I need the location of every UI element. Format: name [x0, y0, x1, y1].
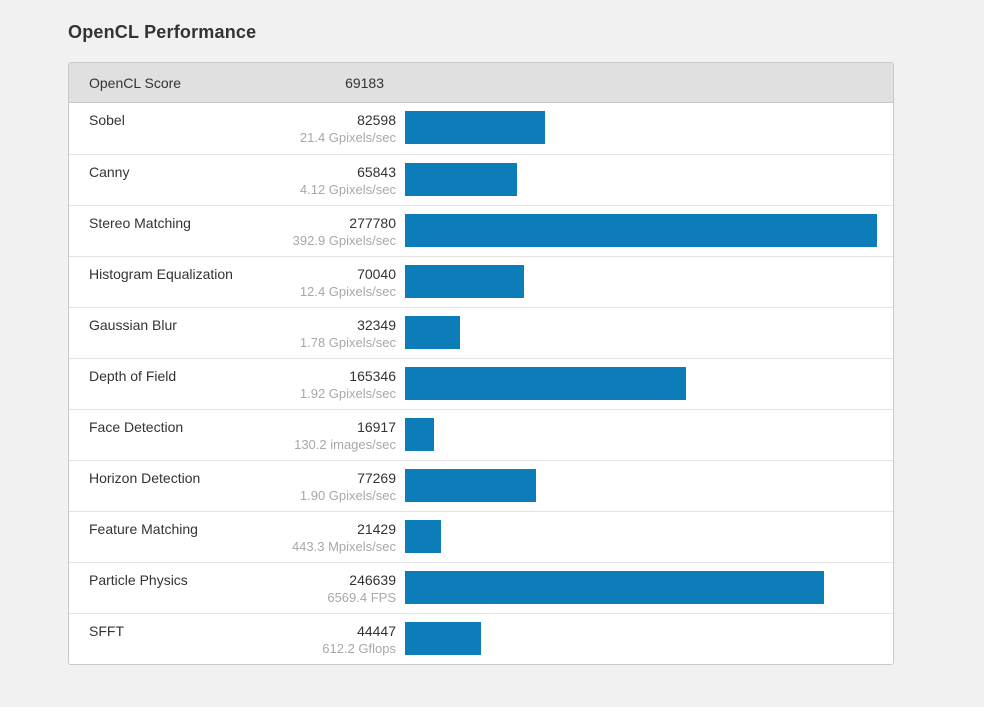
score-bar-track [405, 308, 877, 358]
score-bar [405, 316, 460, 349]
test-name: Gaussian Blur [89, 317, 177, 333]
test-name: Stereo Matching [89, 215, 191, 231]
test-name: Feature Matching [89, 521, 198, 537]
score-bar-track [405, 614, 877, 664]
test-score: 65843 [357, 164, 396, 180]
test-score-cell: 70040 12.4 Gpixels/sec [241, 257, 396, 307]
benchmark-row: Horizon Detection 77269 1.90 Gpixels/sec [69, 460, 893, 511]
test-rate: 6569.4 FPS [327, 590, 396, 605]
test-score-cell: 82598 21.4 Gpixels/sec [241, 103, 396, 154]
benchmark-row: Histogram Equalization 70040 12.4 Gpixel… [69, 256, 893, 307]
test-score: 44447 [357, 623, 396, 639]
test-rate: 1.90 Gpixels/sec [299, 488, 396, 503]
test-score: 21429 [357, 521, 396, 537]
test-score-cell: 21429 443.3 Mpixels/sec [241, 512, 396, 562]
test-name: Face Detection [89, 419, 184, 435]
test-name: Canny [89, 164, 130, 180]
test-rate: 612.2 Gflops [322, 641, 396, 656]
score-bar-track [405, 563, 877, 613]
benchmark-row: SFFT 44447 612.2 Gflops [69, 613, 893, 664]
score-bar-track [405, 410, 877, 460]
score-bar [405, 265, 524, 298]
benchmark-rows: Sobel 82598 21.4 Gpixels/sec Canny 65843… [69, 103, 893, 664]
benchmark-row: Canny 65843 4.12 Gpixels/sec [69, 154, 893, 205]
test-score-cell: 277780 392.9 Gpixels/sec [241, 206, 396, 256]
score-bar [405, 163, 517, 196]
test-score-cell: 32349 1.78 Gpixels/sec [241, 308, 396, 358]
score-bar-track [405, 461, 877, 511]
test-name: Histogram Equalization [89, 266, 233, 282]
score-bar [405, 111, 546, 144]
test-score-cell: 165346 1.92 Gpixels/sec [241, 359, 396, 409]
test-score-cell: 44447 612.2 Gflops [241, 614, 396, 664]
test-name: Depth of Field [89, 368, 177, 384]
benchmark-row: Gaussian Blur 32349 1.78 Gpixels/sec [69, 307, 893, 358]
score-bar-track [405, 155, 877, 205]
score-bar [405, 520, 442, 553]
test-rate: 1.78 Gpixels/sec [299, 335, 396, 350]
score-bar-track [405, 359, 877, 409]
test-rate: 12.4 Gpixels/sec [299, 284, 396, 299]
test-score-cell: 77269 1.90 Gpixels/sec [241, 461, 396, 511]
page-title: OpenCL Performance [68, 22, 257, 42]
test-name: Particle Physics [89, 572, 188, 588]
opencl-score-value: 69183 [345, 74, 384, 91]
benchmark-row: Depth of Field 165346 1.92 Gpixels/sec [69, 358, 893, 409]
benchmark-row: Particle Physics 246639 6569.4 FPS [69, 562, 893, 613]
test-score: 77269 [357, 470, 396, 486]
test-rate: 443.3 Mpixels/sec [291, 539, 396, 554]
test-score: 32349 [357, 317, 396, 333]
test-score: 165346 [349, 368, 396, 384]
benchmark-row: Face Detection 16917 130.2 images/sec [69, 409, 893, 460]
test-rate: 392.9 Gpixels/sec [292, 233, 396, 248]
test-name: Sobel [89, 112, 125, 128]
benchmark-row: Sobel 82598 21.4 Gpixels/sec [69, 103, 893, 154]
score-bar [405, 469, 537, 502]
test-name: Horizon Detection [89, 470, 201, 486]
test-rate: 21.4 Gpixels/sec [299, 130, 396, 145]
opencl-performance-page: OpenCL Performance OpenCL Score 69183 So… [68, 22, 894, 665]
opencl-score-label: OpenCL Score [89, 74, 182, 91]
score-bar-track [405, 512, 877, 562]
benchmark-row: Stereo Matching 277780 392.9 Gpixels/sec [69, 205, 893, 256]
test-score: 82598 [357, 112, 396, 128]
score-bar [405, 418, 434, 451]
test-score: 277780 [349, 215, 396, 231]
test-rate: 1.92 Gpixels/sec [299, 386, 396, 401]
score-bar-track [405, 206, 877, 256]
test-score-cell: 65843 4.12 Gpixels/sec [241, 155, 396, 205]
test-score-cell: 16917 130.2 images/sec [241, 410, 396, 460]
score-bar [405, 367, 686, 400]
score-bar [405, 214, 877, 247]
test-score-cell: 246639 6569.4 FPS [241, 563, 396, 613]
benchmark-results-table: OpenCL Score 69183 Sobel 82598 21.4 Gpix… [68, 62, 894, 665]
score-bar-track [405, 103, 877, 154]
score-bar-track [405, 257, 877, 307]
test-rate: 130.2 images/sec [294, 437, 396, 452]
score-bar [405, 622, 481, 655]
test-rate: 4.12 Gpixels/sec [299, 182, 396, 197]
test-score: 16917 [357, 419, 396, 435]
test-name: SFFT [89, 623, 124, 639]
benchmark-row: Feature Matching 21429 443.3 Mpixels/sec [69, 511, 893, 562]
score-bar [405, 571, 825, 604]
opencl-score-header-row: OpenCL Score 69183 [69, 63, 893, 103]
test-score: 246639 [349, 572, 396, 588]
test-score: 70040 [357, 266, 396, 282]
